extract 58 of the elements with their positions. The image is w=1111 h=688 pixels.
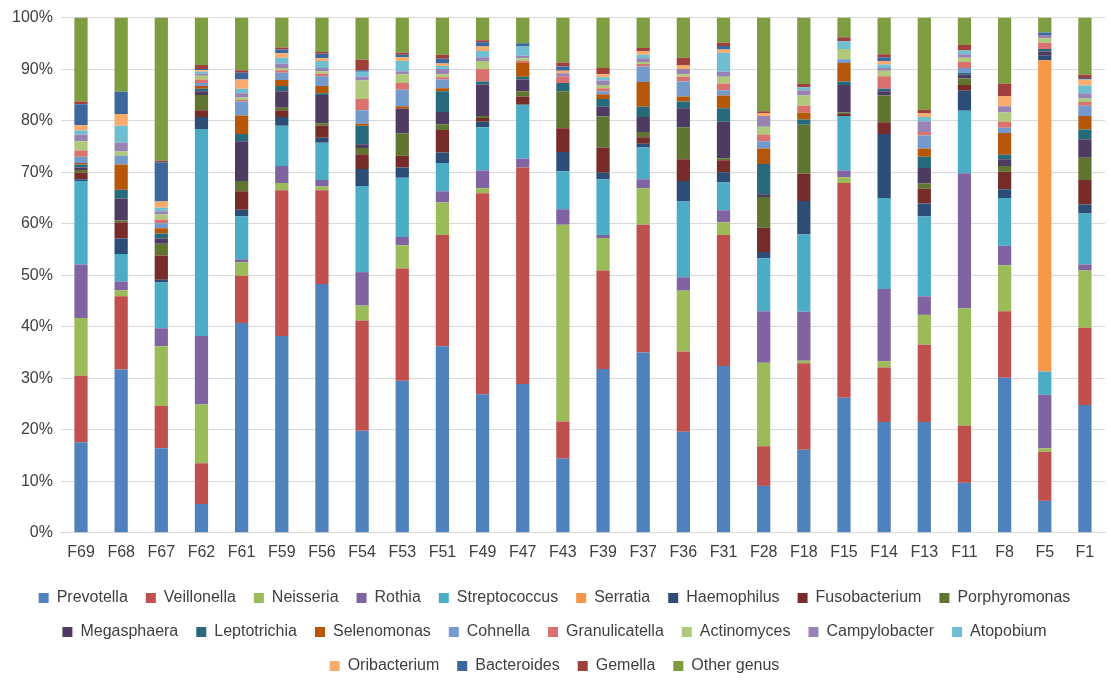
x-tick-label: F15 [830,542,858,560]
x-tick-label: F43 [549,542,577,560]
legend-label: Granulicatella [565,622,664,640]
x-tick-label: F14 [870,542,899,560]
legend-label: Streptococcus [456,588,559,606]
x-tick-label: F47 [508,542,537,560]
legend-label: Atopobium [970,622,1047,640]
x-tick-label: F18 [790,542,818,560]
x-tick-label: F11 [951,542,978,560]
y-tick-label: 50% [20,265,53,283]
legend-label: Bacteroides [475,656,560,674]
x-tick-label: F36 [669,542,698,560]
x-tick-label: F1 [1075,542,1095,560]
x-tick-label: F69 [67,542,95,560]
y-tick-label: 60% [20,214,53,232]
x-tick-label: F5 [1035,542,1055,560]
y-tick-label: 0% [29,523,53,541]
legend-label: Other genus [691,656,780,674]
x-tick-label: F37 [629,542,658,560]
y-tick-label: 90% [20,59,53,77]
x-tick-label: F61 [227,542,256,560]
legend-label: Cohnella [466,622,531,640]
legend-label: Porphyromonas [957,588,1071,606]
x-tick-label: F39 [589,542,617,560]
legend-label: Oribacterium [347,656,440,674]
y-tick-label: 30% [20,368,53,386]
x-tick-label: F51 [428,542,457,560]
x-tick-label: F31 [709,542,738,560]
x-tick-label: F62 [187,542,216,560]
x-tick-label: F13 [910,542,939,560]
legend-label: Leptotrichia [214,622,298,640]
y-tick-label: 80% [20,111,53,129]
legend-label: Prevotella [56,588,128,606]
y-tick-label: 40% [20,317,53,335]
x-tick-label: F59 [268,542,296,560]
x-tick-label: F56 [308,542,336,560]
legend-label: Gemella [595,656,656,674]
y-tick-label: 20% [20,420,53,438]
y-tick-label: 100% [12,8,53,26]
x-tick-label: F54 [348,542,376,560]
legend-label: Haemophilus [686,588,780,606]
x-tick-label: F49 [468,542,497,560]
legend-label: Megasphaera [80,622,179,640]
legend-label: Rothia [374,588,421,606]
legend-label: Campylobacter [826,622,935,640]
x-tick-label: F28 [749,542,778,560]
x-tick-label: F67 [147,542,176,560]
x-tick-label: F8 [995,542,1015,560]
legend-label: Veillonella [163,588,236,606]
legend-label: Fusobacterium [815,588,922,606]
x-tick-label: F53 [388,542,417,560]
legend-label: Selenomonas [332,622,431,640]
x-tick-label: F68 [107,542,136,560]
y-tick-label: 10% [20,471,53,489]
legend-label: Actinomyces [699,622,791,640]
legend-label: Serratia [594,588,651,606]
legend-label: Neisseria [271,588,339,606]
y-tick-label: 70% [20,162,53,180]
